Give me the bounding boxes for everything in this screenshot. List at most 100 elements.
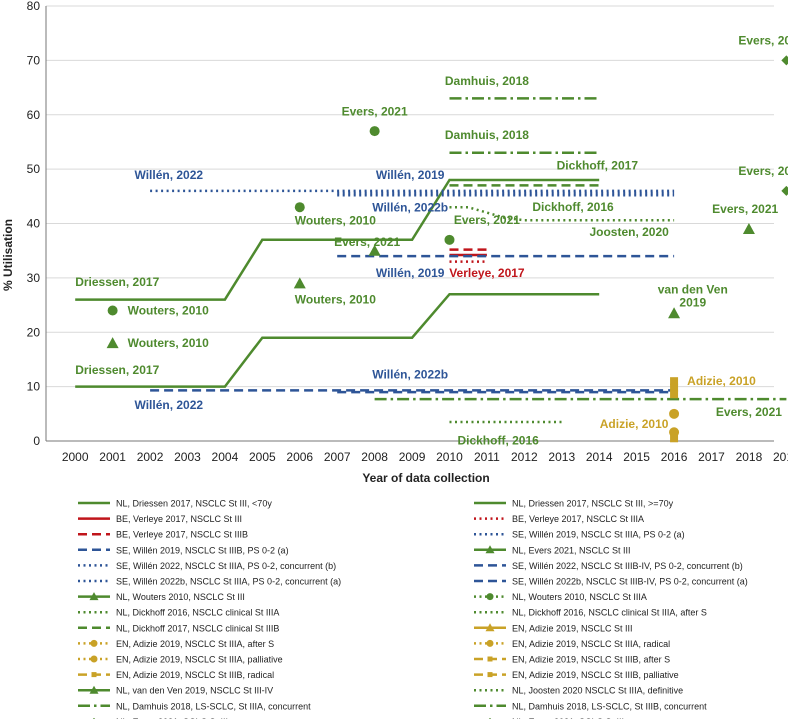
legend-label: NL, Driessen 2017, NSCLC St III, <70y xyxy=(116,499,272,509)
data-point-evers2021_circle_37 xyxy=(444,234,455,245)
y-tick-label: 30 xyxy=(27,271,41,285)
x-tick-label: 2017 xyxy=(698,450,725,464)
data-label: Joosten, 2020 xyxy=(589,225,669,239)
x-tick-label: 2011 xyxy=(474,450,500,464)
legend-label: NL, Damhuis 2018, LS-SCLC, St IIIB, conc… xyxy=(512,701,707,711)
x-tick-label: 2010 xyxy=(436,450,463,464)
data-label: Adizie, 2010 xyxy=(600,417,669,431)
legend-item: EN, Adizie 2019, NSCLC St III xyxy=(474,623,633,633)
legend-item: SE, Willén 2019, NSCLC St IIIA, PS 0-2 (… xyxy=(474,530,685,540)
legend-label: NL, Wouters 2010, NSCLC St III xyxy=(116,592,245,602)
x-tick-label: 2008 xyxy=(361,450,388,464)
legend-item: SE, Willén 2022b, NSCLC St IIIA, PS 0-2,… xyxy=(78,577,341,587)
x-tick-label: 2007 xyxy=(324,450,351,464)
y-axis-label: % Utilisation xyxy=(1,219,15,291)
y-tick-label: 70 xyxy=(27,53,41,67)
y-tick-label: 20 xyxy=(27,325,41,339)
legend-label: NL, van den Ven 2019, NSCLC St III-IV xyxy=(116,686,273,696)
series-line-driessen_lt70 xyxy=(75,178,600,301)
legend-item: EN, Adizie 2019, NSCLC St IIIB, palliati… xyxy=(474,670,679,680)
legend-item: BE, Verleye 2017, NSCLC St IIIB xyxy=(78,530,248,540)
legend-label: NL, Wouters 2010, NSCLC St IIIA xyxy=(512,592,647,602)
legend-item: BE, Verleye 2017, NSCLC St IIIA xyxy=(474,514,644,524)
legend-item: SE, Willén 2022, NSCLC St IIIA, PS 0-2, … xyxy=(78,561,336,571)
data-point-adizie_s4 xyxy=(670,434,679,443)
data-label: 2019 xyxy=(679,296,706,310)
x-tick-label: 2012 xyxy=(511,450,538,464)
data-label: Evers, 2021 xyxy=(716,405,782,419)
data-point-wouters2010_triangle2 xyxy=(293,277,306,289)
data-label: Dickhoff, 2017 xyxy=(557,159,639,173)
y-tick-label: 0 xyxy=(33,434,40,448)
legend-item: EN, Adizie 2019, NSCLC St IIIB, after S xyxy=(474,655,670,665)
legend-label: SE, Willén 2022b, NSCLC St IIIB-IV, PS 0… xyxy=(512,577,748,587)
legend-label: NL, Dickhoff 2016, NSCLC clinical St III… xyxy=(512,608,707,618)
legend-label: EN, Adizie 2019, NSCLC St IIIB, palliati… xyxy=(512,670,679,680)
data-point-adizie_s1 xyxy=(670,377,679,386)
legend-swatch-marker xyxy=(486,639,494,647)
legend-label: NL, Evers 2021, NSCLC St III xyxy=(512,545,631,555)
legend-item: NL, van den Ven 2019, NSCLC St III-IV xyxy=(78,685,273,696)
legend-label: SE, Willén 2019, NSCLC St IIIB, PS 0-2 (… xyxy=(116,545,289,555)
legend-item: NL, Driessen 2017, NSCLC St III, >=70y xyxy=(474,499,674,509)
x-tick-label: 2003 xyxy=(174,450,201,464)
marker-layer xyxy=(106,55,788,443)
x-tick-label: 2014 xyxy=(586,450,613,464)
legend-item: NL, Damhuis 2018, LS-SCLC, St IIIB, conc… xyxy=(474,701,707,711)
series-line-driessen_ge70 xyxy=(75,292,600,388)
legend-label: SE, Willén 2022b, NSCLC St IIIA, PS 0-2,… xyxy=(116,577,341,587)
legend-label: NL, Dickhoff 2016, NSCLC clinical St III… xyxy=(116,608,279,618)
axis-layer: 0 10 20 30 40 50 60 70 80 2000 2001 2002 2003 2004 200… xyxy=(27,0,788,464)
series-layer xyxy=(75,97,787,424)
data-label: Willén, 2022 xyxy=(134,398,203,412)
legend-label: BE, Verleye 2017, NSCLC St III xyxy=(116,514,242,524)
legend-item: NL, Joosten 2020 NSCLC St IIIA, definiti… xyxy=(474,686,683,696)
data-label: Dickhoff, 2016 xyxy=(457,433,539,447)
data-label: Damhuis, 2018 xyxy=(445,74,529,88)
data-label: Evers, 2021 xyxy=(738,164,788,178)
legend-item: NL, Wouters 2010, NSCLC St III xyxy=(78,592,245,602)
legend-swatch-marker xyxy=(89,592,99,601)
x-tick-label: 2009 xyxy=(399,450,426,464)
data-label: van den Ven xyxy=(658,283,728,297)
x-tick-label: 2018 xyxy=(736,450,763,464)
legend-label: BE, Verleye 2017, NSCLC St IIIB xyxy=(116,530,248,540)
legend-swatch-marker xyxy=(487,656,493,662)
y-tick-label: 40 xyxy=(27,217,41,231)
legend-item: NL, Dickhoff 2016, NSCLC clinical St III… xyxy=(78,608,279,618)
data-label: Willén, 2019 xyxy=(376,168,445,182)
data-point-adizie_s3 xyxy=(670,390,679,399)
x-tick-label: 2013 xyxy=(548,450,575,464)
legend-item: NL, Dickhoff 2016, NSCLC clinical St III… xyxy=(474,608,707,618)
legend-item: EN, Adizie 2019, NSCLC St IIIB, radical xyxy=(78,670,274,680)
legend-label: NL, Joosten 2020 NSCLC St IIIA, definiti… xyxy=(512,686,683,696)
legend-label: EN, Adizie 2019, NSCLC St IIIA, palliati… xyxy=(116,655,283,665)
legend-item: SE, Willén 2019, NSCLC St IIIB, PS 0-2 (… xyxy=(78,545,289,555)
legend-swatch-marker xyxy=(485,623,495,632)
legend-label: EN, Adizie 2019, NSCLC St IIIB, radical xyxy=(116,670,274,680)
data-label: Adizie, 2010 xyxy=(687,374,756,388)
legend-label: NL, Dickhoff 2017, NSCLC clinical St III… xyxy=(116,623,279,633)
legend-label: SE, Willén 2022, NSCLC St IIIB-IV, PS 0-… xyxy=(512,561,743,571)
x-tick-label: 2000 xyxy=(62,450,89,464)
data-label: Willén, 2022b xyxy=(372,201,448,215)
data-label: Wouters, 2010 xyxy=(128,303,209,317)
data-label: Driessen, 2017 xyxy=(75,275,159,289)
legend-label: BE, Verleye 2017, NSCLC St IIIA xyxy=(512,514,644,524)
data-point-adizie_s2 xyxy=(670,383,679,392)
x-tick-label: 2005 xyxy=(249,450,276,464)
data-label: Wouters, 2010 xyxy=(295,214,376,228)
data-point-evers2021_diamond_57 xyxy=(369,126,380,137)
data-label: Damhuis, 2018 xyxy=(445,128,529,142)
data-point-adizie_c1 xyxy=(669,408,680,419)
legend-item: NL, Dickhoff 2017, NSCLC clinical St III… xyxy=(78,623,279,633)
data-label: Evers, 2021 xyxy=(454,213,520,227)
legend-label: EN, Adizie 2019, NSCLC St IIIA, radical xyxy=(512,639,670,649)
y-tick-label: 80 xyxy=(27,0,41,13)
legend-swatch-marker xyxy=(486,593,494,601)
legend: NL, Driessen 2017, NSCLC St III, <70y NL,… xyxy=(78,499,748,724)
legend-label: EN, Adizie 2019, NSCLC St IIIB, after S xyxy=(512,655,670,665)
legend-swatch-marker xyxy=(487,672,493,678)
data-point-evers2021_diamond_46 xyxy=(781,185,788,196)
